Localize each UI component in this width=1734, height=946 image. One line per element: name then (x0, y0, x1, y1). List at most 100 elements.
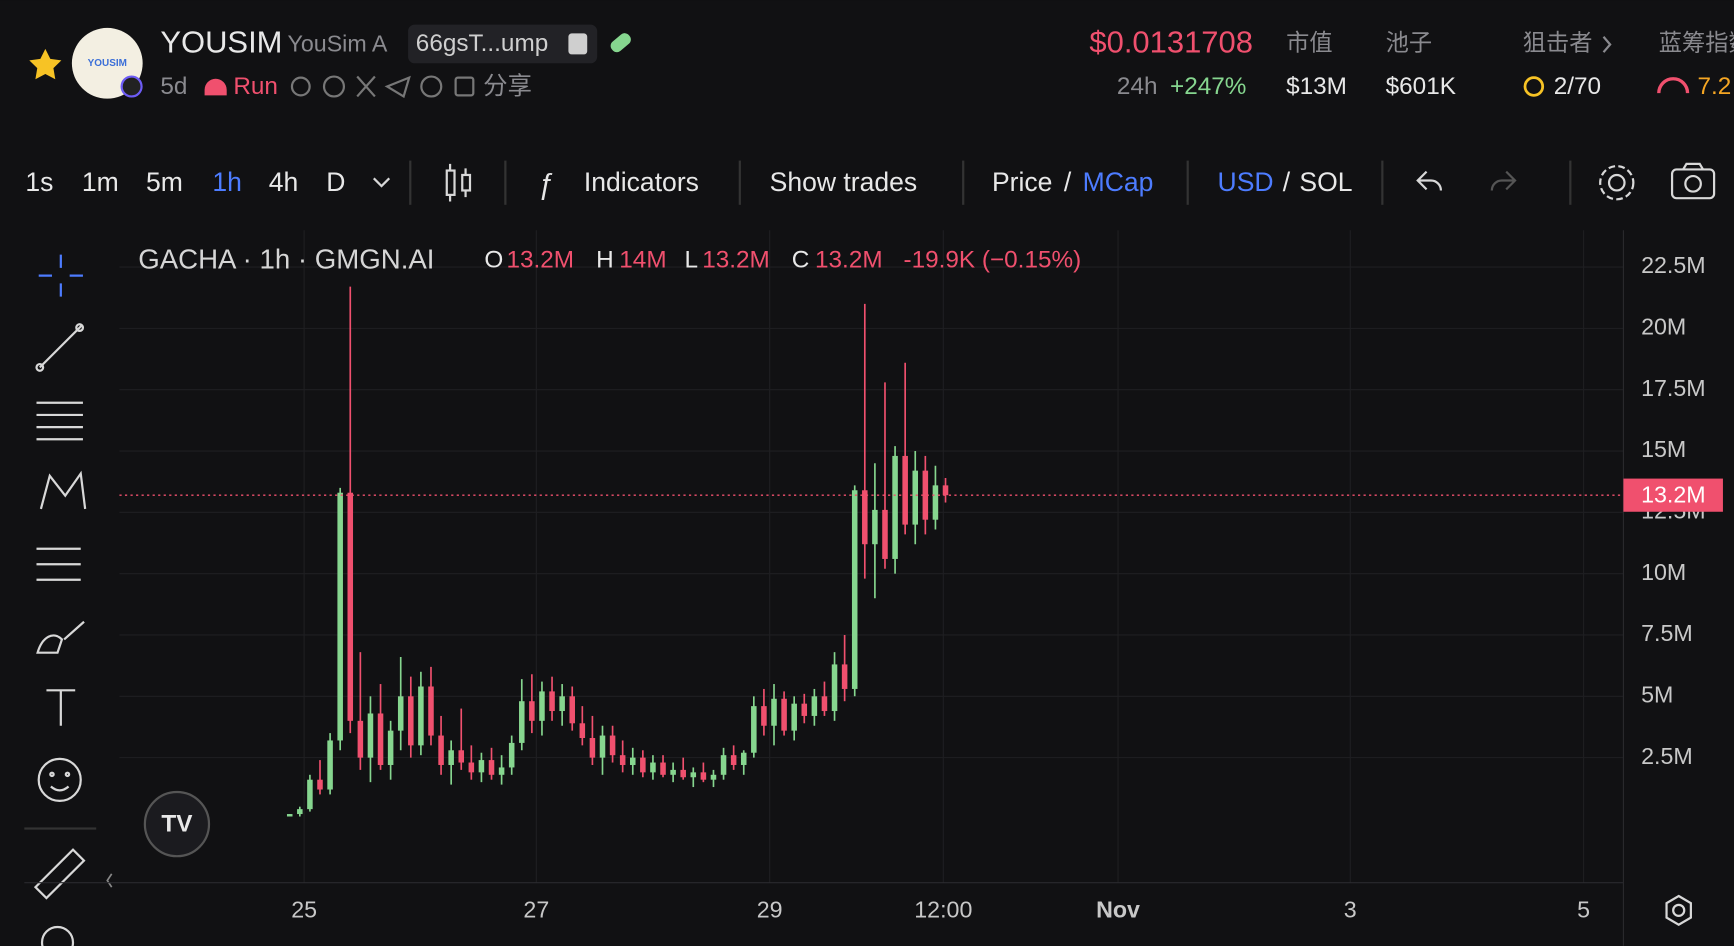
interval[interactable]: 4h (269, 167, 299, 197)
x-tick-label: 29 (757, 897, 783, 923)
interval[interactable]: 1h (212, 167, 242, 197)
candle-body (438, 735, 444, 765)
stat-value: $601K (1386, 73, 1456, 100)
token-name: YOUSIM (160, 25, 282, 60)
candle-body (286, 814, 293, 817)
candle-body (650, 762, 656, 773)
candle-body (841, 664, 848, 689)
candle-body (317, 779, 323, 790)
stat-value: 2/70 (1554, 73, 1601, 100)
candle-body (408, 696, 414, 746)
interval-dropdown[interactable] (373, 177, 391, 188)
mcap-toggle[interactable]: MCap (1083, 167, 1154, 197)
candle-body (700, 772, 707, 780)
legend-c-label: C (792, 247, 810, 274)
price-toggle[interactable]: Price (992, 167, 1052, 197)
separator: / (1064, 167, 1072, 197)
legend-h: 14M (619, 247, 666, 274)
candle-body (882, 509, 888, 559)
drawing-tools[interactable] (33, 254, 87, 946)
favorite-star[interactable] (29, 48, 62, 80)
candle-body (609, 735, 616, 756)
show-trades[interactable]: Show trades (770, 167, 917, 197)
tag: Run (233, 73, 278, 100)
candle-body (932, 485, 939, 520)
interval[interactable]: 1m (82, 167, 119, 197)
candle-body (529, 701, 535, 721)
candle-body (549, 691, 555, 712)
token-subname: YouSim A (288, 31, 388, 57)
interval[interactable]: 5m (146, 167, 183, 197)
candle-body (660, 762, 666, 775)
candle-body (367, 713, 374, 758)
y-tick-label: 10M (1641, 559, 1686, 585)
candle-body (740, 752, 747, 765)
stat-label[interactable]: 狙击者 (1523, 30, 1593, 56)
price-label: 13.2M (1641, 481, 1706, 507)
price-label-bg (1623, 478, 1723, 512)
y-tick-label: 15M (1641, 436, 1686, 462)
copy-icon[interactable] (568, 33, 588, 55)
chart-type-icon[interactable] (445, 163, 472, 202)
collapse[interactable] (106, 873, 113, 888)
legend-l: 13.2M (702, 247, 770, 274)
y-tick-label: 20M (1641, 314, 1686, 340)
candle-body (377, 713, 384, 765)
candle-body (347, 492, 354, 721)
usd-toggle[interactable]: USD (1218, 167, 1274, 197)
x-tick-label: 12:00 (914, 897, 972, 923)
stat-value: $13M (1286, 73, 1347, 100)
legend-change: -19.9K (−0.15%) (903, 247, 1081, 274)
candle-body (539, 691, 545, 721)
candle-body (327, 740, 333, 790)
address-box[interactable] (408, 24, 598, 64)
indicators[interactable]: Indicators (584, 167, 699, 197)
interval[interactable]: 1s (25, 167, 53, 197)
legend-symbol: GACHA · 1h · GMGN.AI (138, 244, 434, 275)
candle-body (942, 485, 949, 496)
price: $0.0131708 (1089, 25, 1253, 60)
screenshot[interactable] (1670, 162, 1716, 200)
candle-body (508, 742, 515, 768)
candle-body (831, 664, 838, 712)
candle-body (488, 760, 495, 775)
candle-body (640, 757, 646, 773)
age: 5d (160, 73, 187, 100)
interval[interactable]: D (326, 167, 345, 197)
sol-toggle[interactable]: SOL (1299, 167, 1352, 197)
pill-icon (610, 33, 631, 53)
undo[interactable] (1416, 170, 1443, 191)
candle-body (791, 703, 797, 731)
settings[interactable] (1599, 165, 1635, 201)
candle-body (751, 706, 757, 753)
candle-body (599, 735, 606, 758)
y-tick-label: 2.5M (1641, 743, 1693, 769)
candle-body (297, 809, 303, 815)
legend-o: 13.2M (506, 247, 574, 274)
candle-body (619, 755, 626, 765)
candle-body (569, 696, 575, 724)
y-tick-label: 5M (1641, 681, 1673, 707)
candle-body (781, 698, 787, 731)
candle-body (680, 769, 686, 778)
candle-body (498, 767, 505, 775)
candle-body (357, 720, 364, 758)
social-icons[interactable] (290, 75, 475, 99)
tv-logo-text: TV (161, 811, 193, 838)
candle-body (922, 470, 929, 520)
candle-body (801, 703, 808, 716)
candle-body (912, 470, 919, 525)
candle-body (478, 760, 485, 773)
chevron (1602, 36, 1612, 53)
candle-body (811, 696, 818, 716)
redo[interactable] (1490, 170, 1517, 191)
stat-label: 市值 (1286, 30, 1332, 56)
share[interactable]: 分享 (483, 73, 532, 100)
tools-divider (24, 827, 97, 830)
tv-logo[interactable] (143, 790, 211, 858)
address[interactable]: 66gsT...ump (416, 30, 548, 57)
axis-settings[interactable] (1665, 894, 1692, 927)
candle-body (771, 698, 777, 726)
